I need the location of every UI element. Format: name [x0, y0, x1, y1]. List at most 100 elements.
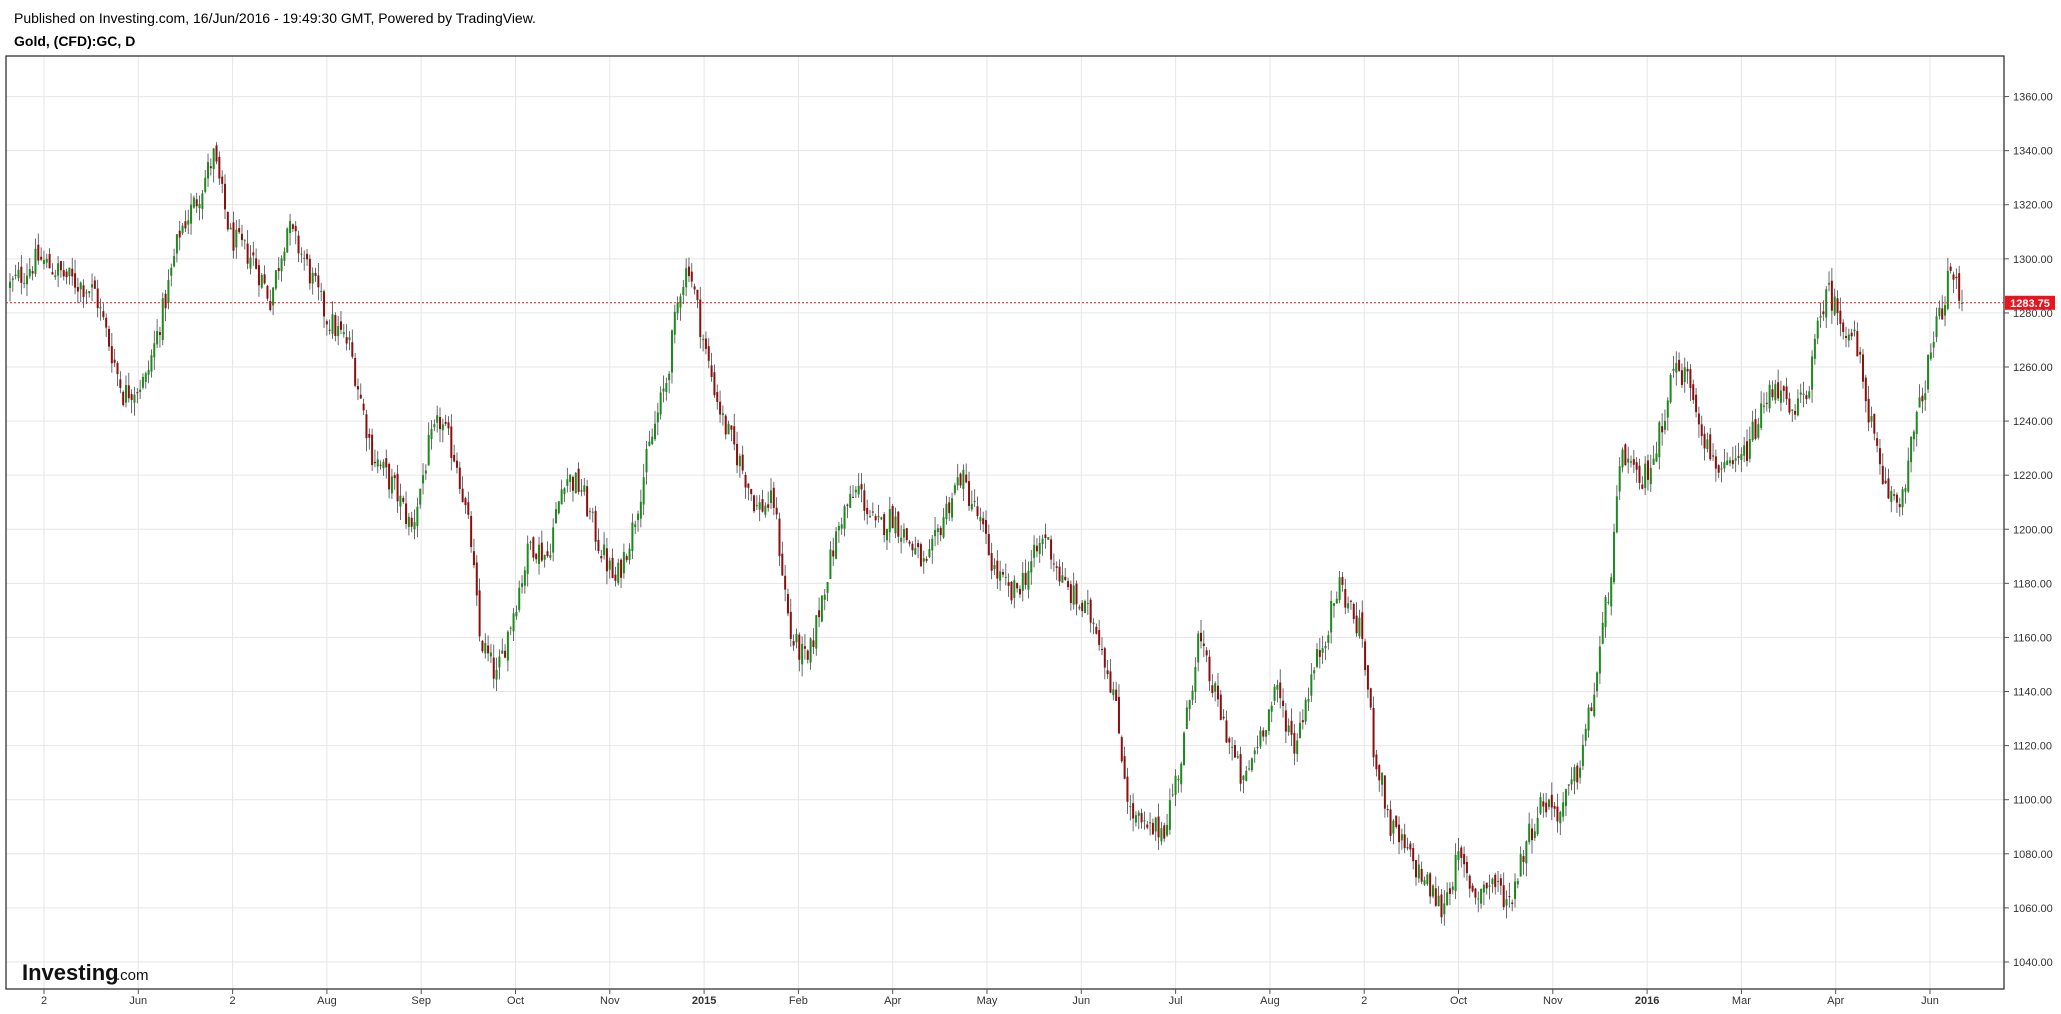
candle — [34, 238, 37, 277]
candle-body — [1361, 612, 1364, 639]
candle-body — [11, 278, 14, 280]
candle — [1601, 612, 1604, 645]
candle — [1214, 681, 1217, 702]
candle — [1825, 286, 1828, 329]
candle — [687, 257, 690, 283]
candle — [71, 257, 74, 286]
candle-body — [1610, 577, 1613, 607]
candle — [1174, 769, 1177, 807]
candle — [750, 488, 753, 502]
candle — [639, 489, 642, 528]
candle — [1378, 763, 1381, 792]
candle — [504, 644, 507, 659]
candle-body — [48, 254, 51, 269]
candle — [1451, 881, 1454, 895]
candle — [1001, 568, 1004, 578]
candle-body — [229, 227, 232, 230]
candle-body — [1041, 538, 1044, 545]
candle — [690, 263, 693, 288]
candle-body — [1601, 622, 1604, 644]
candle — [1842, 319, 1845, 340]
candle — [1714, 449, 1717, 482]
candle-body — [1197, 633, 1200, 663]
candle-body — [1349, 600, 1352, 602]
candle — [1185, 700, 1188, 730]
candle — [509, 626, 512, 636]
y-tick-label: 1060.00 — [2013, 903, 2053, 915]
candle — [942, 508, 945, 539]
candle-body — [314, 273, 317, 277]
investing-logo: Investing .com — [22, 960, 149, 985]
candle-body — [405, 503, 408, 524]
candle — [642, 463, 645, 516]
candle-body — [1403, 834, 1406, 849]
candle — [1296, 733, 1299, 762]
candle-body — [122, 391, 125, 405]
candle — [175, 233, 178, 263]
candle-body — [1191, 690, 1194, 701]
candle-body — [1001, 572, 1004, 575]
candle — [1760, 391, 1763, 431]
candle-body — [1907, 460, 1910, 492]
candle — [866, 499, 869, 525]
candle-body — [1853, 329, 1856, 332]
candle-body — [1536, 817, 1539, 835]
candle — [1706, 432, 1709, 453]
candle — [215, 142, 218, 165]
candle-body — [1638, 465, 1641, 483]
candle — [532, 536, 535, 562]
candle-body — [902, 528, 905, 538]
candle-body — [1044, 534, 1047, 539]
candle — [1117, 684, 1120, 735]
candle — [317, 263, 320, 301]
candle-body — [1069, 584, 1072, 603]
candle — [325, 319, 328, 336]
candle — [1103, 646, 1106, 680]
candle — [1044, 523, 1047, 549]
candle — [908, 540, 911, 547]
candle-body — [187, 220, 190, 225]
candle — [1876, 431, 1879, 453]
candle-body — [161, 298, 164, 341]
logo-suffix: .com — [116, 967, 149, 984]
candle — [1604, 595, 1607, 638]
x-tick-label: Aug — [1260, 995, 1280, 1007]
candle-body — [461, 488, 464, 502]
candle-body — [1545, 802, 1548, 813]
candle — [769, 478, 772, 509]
candle — [447, 416, 450, 436]
candle-body — [727, 423, 730, 435]
candle-body — [1816, 320, 1819, 339]
candle-body — [1027, 570, 1030, 590]
candle-body — [719, 401, 722, 415]
candle — [1282, 688, 1285, 718]
candle — [1446, 882, 1449, 907]
candle — [68, 267, 71, 285]
candle — [201, 189, 204, 220]
candle — [1389, 800, 1392, 842]
candle-body — [1225, 720, 1228, 743]
candle-body — [1332, 603, 1335, 606]
candle-body — [905, 528, 908, 541]
candle-body — [190, 204, 193, 224]
candle — [1508, 882, 1511, 908]
candle — [141, 373, 144, 390]
candle-body — [20, 266, 23, 283]
candle — [59, 260, 62, 278]
candle-body — [603, 544, 606, 556]
candle-body — [625, 556, 628, 561]
candle-body — [371, 434, 374, 466]
candle — [1262, 727, 1265, 742]
candle — [461, 476, 464, 503]
candle — [85, 289, 88, 305]
candle — [679, 293, 682, 321]
candle — [1171, 783, 1174, 797]
candle — [1055, 561, 1058, 581]
candle — [953, 482, 956, 496]
candle-body — [1695, 394, 1698, 413]
candle — [1270, 701, 1273, 723]
candle — [665, 377, 668, 401]
candle — [1692, 379, 1695, 404]
